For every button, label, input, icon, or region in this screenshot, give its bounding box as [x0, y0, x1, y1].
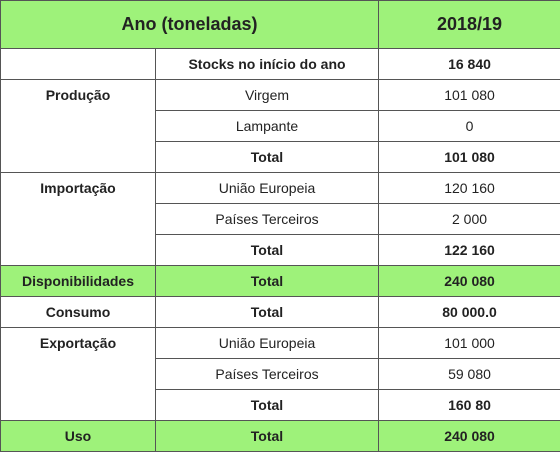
row: Importação União Europeia 120 160: [1, 173, 560, 204]
item-cell: Total: [156, 421, 379, 452]
value-cell: 240 080: [379, 421, 560, 452]
group-cell: Uso: [1, 421, 156, 452]
group-cell: Exportação: [1, 328, 156, 421]
value-cell: 101 000: [379, 328, 560, 359]
value-cell: 59 080: [379, 359, 560, 390]
item-cell: Total: [156, 390, 379, 421]
row: Disponibilidades Total 240 080: [1, 266, 560, 297]
row: Produção Virgem 101 080: [1, 80, 560, 111]
header-cell: Ano (toneladas): [1, 1, 379, 49]
item-cell: Total: [156, 266, 379, 297]
value-cell: 16 840: [379, 49, 560, 80]
item-cell: Países Terceiros: [156, 359, 379, 390]
item-cell: Virgem: [156, 80, 379, 111]
item-cell: Total: [156, 235, 379, 266]
empty-cell: [1, 49, 156, 80]
row: Consumo Total 80 000.0: [1, 297, 560, 328]
row: Stocks no início do ano 16 840: [1, 49, 560, 80]
row: Uso Total 240 080: [1, 421, 560, 452]
item-cell: União Europeia: [156, 328, 379, 359]
item-cell: Total: [156, 142, 379, 173]
value-cell: 101 080: [379, 142, 560, 173]
item-cell: Países Terceiros: [156, 204, 379, 235]
value-cell: 101 080: [379, 80, 560, 111]
group-cell: Produção: [1, 80, 156, 173]
group-cell: Consumo: [1, 297, 156, 328]
header-cell: 2018/19: [379, 1, 560, 49]
value-cell: 120 160: [379, 173, 560, 204]
item-cell: União Europeia: [156, 173, 379, 204]
item-cell: Total: [156, 297, 379, 328]
value-cell: 80 000.0: [379, 297, 560, 328]
value-cell: 122 160: [379, 235, 560, 266]
item-cell: Stocks no início do ano: [156, 49, 379, 80]
header-row: Ano (toneladas) 2018/19: [1, 1, 560, 49]
value-cell: 0: [379, 111, 560, 142]
item-cell: Lampante: [156, 111, 379, 142]
group-cell: Importação: [1, 173, 156, 266]
value-cell: 2 000: [379, 204, 560, 235]
row: Exportação União Europeia 101 000: [1, 328, 560, 359]
value-cell: 240 080: [379, 266, 560, 297]
value-cell: 160 80: [379, 390, 560, 421]
group-cell: Disponibilidades: [1, 266, 156, 297]
